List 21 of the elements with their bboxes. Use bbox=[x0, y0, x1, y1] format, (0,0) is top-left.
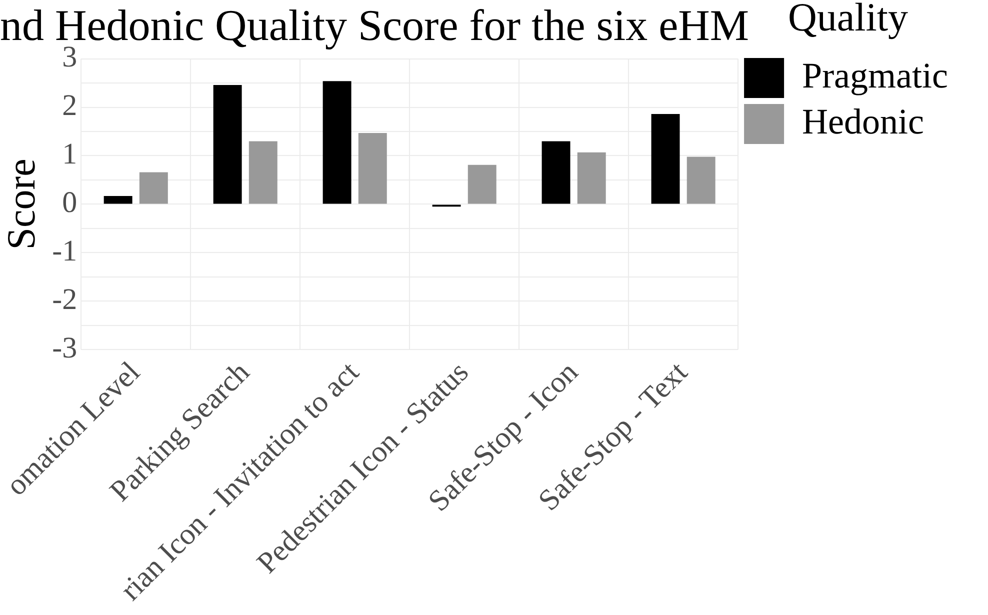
bar bbox=[322, 81, 352, 204]
legend-title: Quality bbox=[788, 0, 908, 40]
y-tick-label: 2 bbox=[62, 89, 78, 122]
legend-label: Pragmatic bbox=[802, 55, 948, 96]
bar bbox=[542, 141, 570, 204]
bar bbox=[358, 132, 387, 204]
bar bbox=[686, 156, 716, 204]
bar bbox=[577, 152, 606, 204]
bar bbox=[468, 164, 496, 204]
y-tick-label: 1 bbox=[62, 138, 78, 171]
bar bbox=[104, 196, 132, 204]
y-axis-title: Score bbox=[0, 158, 44, 250]
bar bbox=[651, 114, 680, 204]
y-tick-label: -3 bbox=[52, 331, 78, 364]
bar bbox=[213, 84, 242, 204]
bar bbox=[248, 141, 278, 204]
y-tick-label: 0 bbox=[62, 186, 78, 220]
bar bbox=[139, 172, 168, 204]
y-tick-label: -1 bbox=[52, 234, 78, 268]
y-tick-label: -2 bbox=[52, 282, 78, 316]
legend-label: Hedonic bbox=[802, 101, 924, 142]
